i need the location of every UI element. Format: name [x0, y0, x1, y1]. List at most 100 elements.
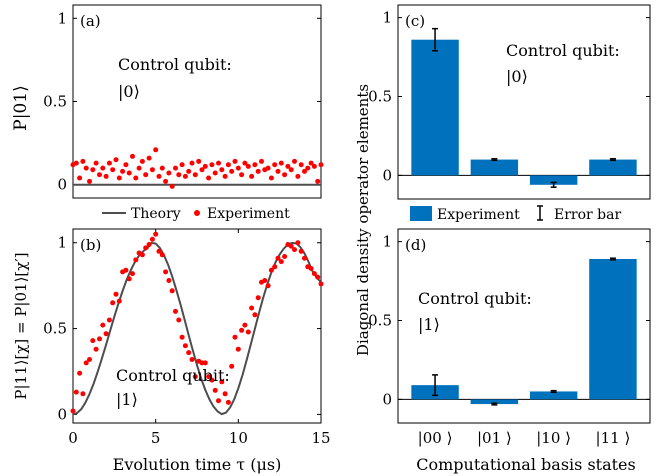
panel-a-label: (a)	[80, 12, 101, 30]
panel-b-annotation-line1: Control qubit:	[116, 366, 230, 385]
panel-b-experiment-point	[97, 336, 102, 342]
panel-b-experiment-point	[156, 248, 162, 254]
panel-a-experiment-point	[242, 160, 248, 166]
panel-c-bar	[411, 39, 459, 176]
panel-b-x-tick-label: 0	[68, 429, 78, 447]
panel-a-experiment-point	[90, 167, 96, 173]
panel-b-experiment-point	[239, 327, 245, 333]
panel-b-experiment-point	[292, 247, 297, 253]
panel-b-experiment-point	[315, 274, 321, 280]
panel-a-experiment-point	[219, 167, 225, 173]
panel-b-experiment-point	[262, 278, 268, 283]
panel-b-experiment-point	[212, 387, 218, 393]
panel-b-experiment-point	[275, 255, 281, 261]
panel-b-annotation-line2: |1⟩	[116, 390, 138, 409]
panel-a-experiment-point	[232, 158, 238, 164]
panel-b-experiment-point	[242, 322, 248, 328]
panel-b-y-tick-label: 1	[57, 234, 67, 252]
panel-b-experiment-point	[73, 389, 79, 395]
panel-b-experiment-point	[232, 334, 238, 340]
panel-d-bar	[470, 399, 519, 405]
panel-a-annotation-line2: |0⟩	[118, 82, 140, 101]
panel-b-experiment-point	[93, 346, 99, 352]
panel-d-label: (d)	[405, 236, 426, 254]
panel-b-experiment-point	[130, 271, 135, 277]
panel-b-experiment-point	[209, 377, 215, 383]
panel-a-experiment-point	[176, 172, 182, 178]
panel-a-experiment-point	[199, 167, 205, 173]
panel-a-experiment-point	[169, 183, 175, 189]
panel-b-experiment-point	[87, 357, 92, 362]
panel-b-experiment-point	[163, 269, 169, 275]
panel-a-experiment-point	[186, 168, 192, 174]
panel-a-experiment-point	[163, 178, 169, 184]
panel-a-experiment-point	[282, 172, 288, 178]
panel-b-experiment-point	[80, 391, 86, 397]
panel-b-experiment-point	[252, 312, 258, 318]
panel-a-experiment-point	[288, 167, 294, 173]
panel-b-experiment-point	[126, 276, 132, 282]
panel-b-experiment-point	[282, 254, 288, 259]
panel-a-experiment-point	[235, 165, 241, 171]
panel-c-bar	[589, 159, 637, 176]
panel-b-frame	[72, 228, 322, 424]
panel-b-experiment-point	[169, 288, 175, 294]
panel-b-experiment-point	[70, 408, 76, 414]
panel-b-experiment-point	[90, 338, 96, 344]
panel-a-experiment-point	[318, 162, 324, 168]
panel-b-experiment-point	[192, 374, 198, 380]
panel-c-annotation-line2: |0⟩	[506, 67, 528, 86]
panel-a-experiment-point	[173, 165, 178, 171]
panel-d-x-tick-label: |10 ⟩	[536, 429, 571, 447]
panel-a-y-tick-label: 1	[57, 9, 67, 27]
panel-d-y-tick-label: 0	[382, 390, 392, 408]
panel-a-experiment-point	[93, 160, 99, 166]
panel-a-experiment-point	[315, 178, 321, 184]
panel-a-experiment-point	[126, 170, 132, 176]
panel-a-experiment-point	[202, 163, 208, 169]
panel-b-y-tick-label: 0	[57, 405, 67, 423]
panel-a-experiment-point	[272, 162, 278, 168]
panel-b-experiment-point	[235, 346, 241, 352]
legend-experiment-label: Experiment	[207, 206, 290, 222]
panel-a-experiment-point	[302, 168, 307, 174]
panel-b-experiment-point	[308, 266, 314, 271]
panel-b-experiment-point	[186, 350, 192, 356]
panel-b-experiment-point	[146, 242, 152, 247]
panel-a-experiment-point	[113, 157, 119, 163]
panel-b-experiment-point	[110, 300, 116, 306]
panel-b-experiment-point	[278, 259, 284, 265]
panel-d-x-tick-label: |01 ⟩	[477, 429, 512, 447]
panel-b-experiment-point	[149, 236, 155, 242]
panel-b-experiment-point	[123, 267, 129, 273]
panel-b-experiment-point	[202, 360, 208, 366]
panel-c-label: (c)	[405, 12, 425, 30]
panel-a-experiment-point	[97, 172, 102, 178]
panel-b-experiment-point	[216, 398, 221, 404]
panel-d-annotation-line2: |1⟩	[418, 315, 440, 334]
panel-a-experiment-point	[130, 153, 135, 159]
panel-a-experiment-point	[311, 163, 317, 169]
legend-experiment-bar-swatch	[410, 206, 432, 221]
panel-c-frame	[397, 4, 651, 200]
panel-c-y-tick-label: 1	[382, 9, 392, 27]
panel-b-experiment-point	[295, 240, 301, 246]
panel-b-experiment-point	[245, 329, 251, 335]
panel-d-y-tick-label: 1	[382, 233, 392, 251]
panel-d-x-label: Computational basis states	[416, 455, 635, 474]
legend-left: Theory Experiment	[102, 206, 290, 222]
panel-a-experiment-point	[239, 172, 245, 178]
panel-a-experiment-point	[103, 173, 109, 179]
panel-a-experiment-point	[73, 160, 79, 166]
panel-a-experiment-point	[146, 155, 152, 161]
panel-a-experiment-point	[206, 175, 212, 181]
panel-a-y-tick-label: 0.5	[43, 93, 67, 111]
panel-d-x-tick-label: |00 ⟩	[418, 429, 453, 447]
panel-b-x-tick-label: 10	[229, 429, 248, 447]
panel-c-annotation-line1: Control qubit:	[506, 41, 620, 60]
panel-b-y-label: P|11⟩[χ] = P|01⟩[χ′]	[12, 252, 30, 399]
panel-a-experiment-point	[275, 168, 281, 174]
panel-b-experiment-point	[77, 370, 83, 376]
panel-b-experiment-point	[311, 271, 317, 277]
